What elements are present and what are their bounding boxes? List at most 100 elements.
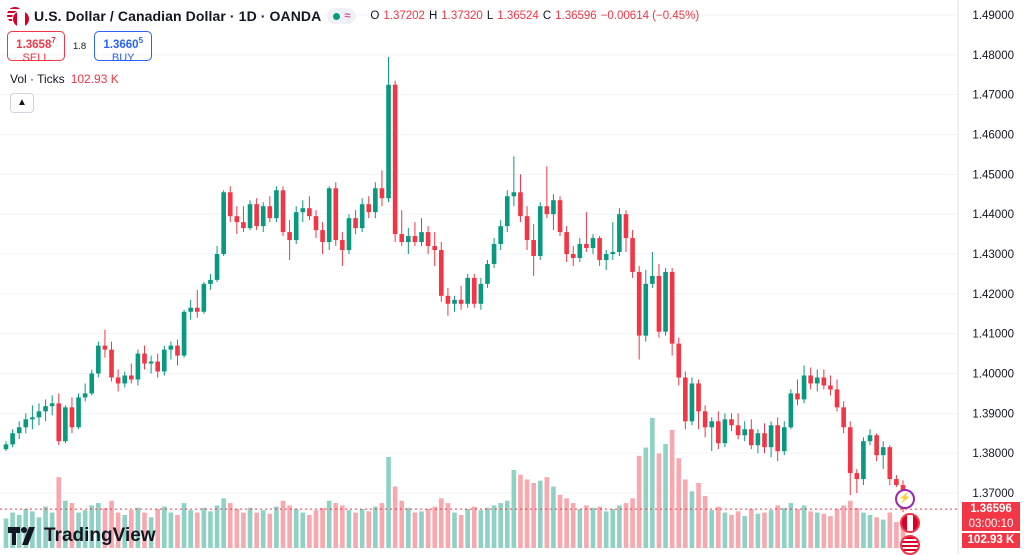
tradingview-logo[interactable]: TradingView bbox=[8, 525, 156, 547]
volume-legend[interactable]: Vol · Ticks 102.93 K bbox=[10, 72, 119, 86]
volume-bar bbox=[307, 514, 312, 548]
volume-bar bbox=[326, 500, 332, 548]
candle-body bbox=[696, 383, 701, 412]
spread-value: 1.8 bbox=[73, 40, 87, 52]
candle-body bbox=[267, 206, 273, 219]
volume-bar bbox=[89, 505, 95, 548]
candle-body bbox=[188, 307, 193, 312]
volume-bar bbox=[168, 512, 174, 548]
candle-body bbox=[10, 433, 15, 445]
volume-bar bbox=[161, 506, 167, 548]
candle-body bbox=[524, 216, 530, 241]
candle-body bbox=[30, 417, 35, 420]
candle-body bbox=[788, 393, 794, 428]
volume-bar bbox=[458, 514, 464, 548]
candle-body bbox=[194, 307, 200, 312]
volume-bar bbox=[76, 512, 81, 548]
high-label: H bbox=[428, 10, 438, 22]
volume-bar bbox=[412, 512, 418, 548]
sell-button[interactable]: 1.36587 SELL bbox=[7, 31, 65, 64]
candle-body bbox=[293, 212, 299, 241]
volume-bar bbox=[874, 517, 879, 548]
volume-bar bbox=[148, 517, 154, 548]
volume-bar bbox=[346, 510, 352, 548]
candle-body bbox=[471, 277, 477, 304]
volume-bar bbox=[129, 510, 134, 548]
volume-bar bbox=[485, 507, 490, 548]
candle-body bbox=[887, 447, 893, 480]
volume-bar bbox=[201, 507, 207, 548]
candle-body bbox=[333, 188, 339, 241]
volume-bar bbox=[142, 512, 147, 548]
volume-bar bbox=[386, 457, 391, 548]
volume-bar bbox=[735, 511, 741, 548]
low-value: 1.36524 bbox=[497, 10, 539, 22]
volume-bar bbox=[584, 505, 589, 548]
candle-body bbox=[175, 345, 180, 356]
candle-body bbox=[300, 208, 306, 213]
volume-legend-label: Vol · Ticks bbox=[10, 72, 65, 86]
volume-bar bbox=[155, 509, 161, 548]
volume-bar bbox=[267, 513, 273, 548]
candle-body bbox=[406, 236, 411, 243]
price-axis[interactable]: 1.49000 1.48000 1.47000 1.46000 1.45000 1.440… bbox=[972, 10, 1014, 500]
logo-text: TradingView bbox=[44, 525, 156, 546]
volume-bar bbox=[795, 509, 800, 548]
lightning-event-icon[interactable]: ⚡ bbox=[895, 489, 915, 509]
volume-bar bbox=[821, 513, 827, 548]
volume-bar bbox=[729, 514, 734, 548]
candle-body bbox=[828, 385, 833, 390]
candle-body bbox=[841, 407, 846, 428]
volume-bar bbox=[650, 418, 655, 548]
candle-body bbox=[63, 407, 68, 442]
symbol-title[interactable]: U.S. Dollar / Canadian Dollar · 1D · OAN… bbox=[34, 8, 322, 24]
market-status-pill[interactable]: ≈ bbox=[327, 8, 357, 24]
volume-bar bbox=[814, 512, 820, 548]
collapse-legend-button[interactable]: ▲ bbox=[10, 93, 34, 113]
candle-body bbox=[353, 218, 358, 229]
market-open-dot-icon bbox=[333, 12, 341, 20]
candle-body bbox=[709, 421, 715, 428]
candle-body bbox=[656, 275, 662, 332]
volume-bar bbox=[392, 486, 398, 548]
candle-body bbox=[544, 206, 550, 215]
volume-bar bbox=[56, 477, 62, 548]
volume-bar bbox=[841, 505, 846, 548]
volume-bar bbox=[109, 500, 114, 548]
volume-bar bbox=[452, 512, 457, 548]
volume-bar bbox=[775, 505, 780, 548]
candle-body bbox=[307, 208, 312, 217]
volume-bar bbox=[254, 512, 259, 548]
canada-event-flag-icon[interactable] bbox=[900, 513, 920, 533]
volume-bar bbox=[300, 512, 306, 548]
candle-body bbox=[260, 206, 266, 227]
volume-bar bbox=[636, 455, 642, 548]
volume-bar bbox=[524, 479, 530, 548]
volume-bar bbox=[537, 480, 543, 548]
volume-bar bbox=[287, 505, 292, 548]
volume-bar bbox=[663, 444, 668, 548]
volume-bar bbox=[82, 510, 88, 548]
volume-bar bbox=[234, 509, 240, 548]
candle-body bbox=[683, 377, 688, 422]
candle-body bbox=[689, 383, 695, 422]
volume-bar bbox=[880, 519, 886, 548]
candle-body bbox=[201, 283, 207, 312]
volume-bar bbox=[847, 500, 853, 548]
candle-body bbox=[359, 204, 365, 229]
candle-body bbox=[742, 429, 748, 436]
candle-body bbox=[768, 425, 774, 448]
candle-body bbox=[775, 425, 780, 452]
buy-button[interactable]: 1.36605 BUY bbox=[94, 31, 153, 64]
volume-bar bbox=[854, 507, 860, 548]
price-tick-label: 1.49000 bbox=[972, 10, 1014, 22]
price-tick-label: 1.39000 bbox=[972, 408, 1014, 420]
us-event-flag-icon[interactable] bbox=[900, 535, 920, 555]
volume-bar bbox=[221, 498, 226, 548]
wave-icon: ≈ bbox=[344, 10, 351, 22]
candle-body bbox=[504, 196, 510, 227]
volume-bar bbox=[808, 511, 813, 548]
volume-bar bbox=[432, 506, 438, 548]
candle-body bbox=[439, 250, 444, 296]
